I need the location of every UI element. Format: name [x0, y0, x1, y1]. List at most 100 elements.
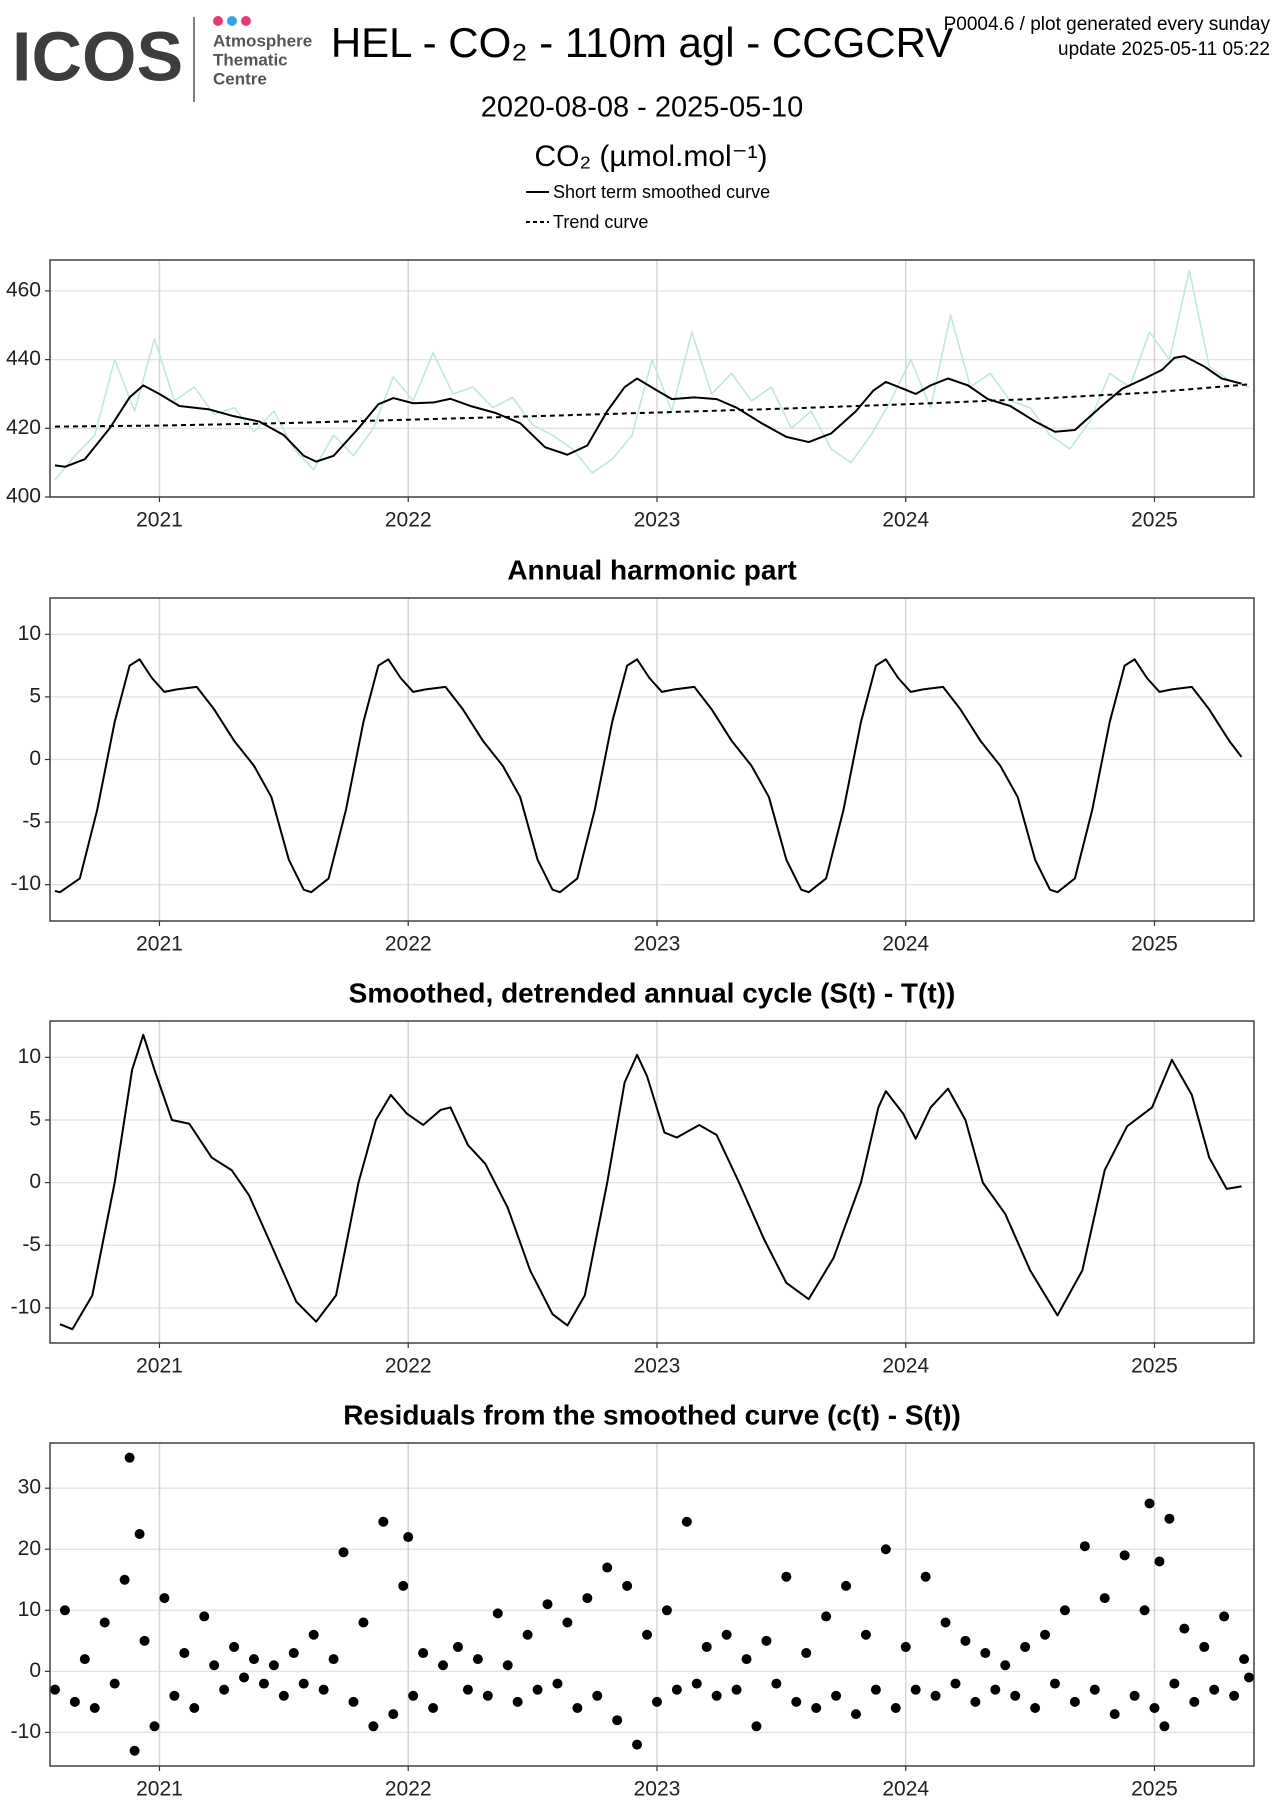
point	[880, 1544, 891, 1555]
point	[308, 1629, 319, 1640]
x-tick-label: 2022	[385, 509, 432, 532]
point	[632, 1739, 643, 1750]
y-tick-label: 460	[6, 278, 41, 301]
x-tick-label: 2025	[1131, 1355, 1178, 1378]
point	[1239, 1654, 1250, 1665]
x-tick-label: 2023	[634, 933, 681, 956]
point	[642, 1629, 653, 1640]
logo: ICOS	[12, 17, 183, 95]
series-line	[54, 383, 1250, 428]
point	[930, 1690, 941, 1701]
point	[671, 1684, 682, 1695]
point	[482, 1690, 493, 1701]
plot-frame	[49, 259, 1255, 498]
point	[1049, 1678, 1060, 1689]
point	[1030, 1702, 1041, 1713]
point	[239, 1672, 250, 1683]
point	[472, 1654, 483, 1665]
point	[1199, 1641, 1210, 1652]
point	[980, 1648, 991, 1659]
point	[189, 1702, 200, 1713]
x-tick-label: 2025	[1131, 933, 1178, 956]
point	[59, 1605, 70, 1616]
point	[1129, 1690, 1140, 1701]
point	[49, 1684, 60, 1695]
plot-frame	[49, 1020, 1255, 1344]
point	[681, 1516, 692, 1527]
point	[890, 1702, 901, 1713]
x-tick-label: 2022	[385, 1355, 432, 1378]
point	[199, 1611, 210, 1622]
x-tick-label: 2022	[385, 933, 432, 956]
point	[612, 1715, 623, 1726]
x-tick-label: 2023	[634, 509, 681, 532]
note: P0004.6 / plot generated every sunday	[944, 14, 1271, 35]
point	[1139, 1605, 1150, 1616]
point	[761, 1635, 772, 1646]
point	[751, 1721, 762, 1732]
logo-dot	[241, 16, 251, 26]
point	[512, 1696, 523, 1707]
series-line	[54, 658, 1243, 894]
x-tick-label: 2024	[882, 1355, 929, 1378]
point	[920, 1571, 931, 1582]
x-tick-label: 2025	[1131, 509, 1178, 532]
point	[522, 1629, 533, 1640]
point	[661, 1605, 672, 1616]
point	[159, 1593, 170, 1604]
point	[1189, 1696, 1200, 1707]
point	[811, 1702, 822, 1713]
plot-background	[50, 260, 1254, 497]
point	[622, 1580, 633, 1591]
point	[582, 1593, 593, 1604]
point	[691, 1678, 702, 1689]
point	[348, 1696, 359, 1707]
point	[219, 1684, 230, 1695]
point	[1069, 1696, 1080, 1707]
y-tick-label: 10	[18, 1598, 41, 1621]
point	[278, 1690, 289, 1701]
point	[1020, 1641, 1031, 1652]
point	[860, 1629, 871, 1640]
y-tick-label: -5	[22, 1233, 41, 1256]
point	[910, 1684, 921, 1695]
point	[850, 1709, 861, 1720]
point	[1010, 1690, 1021, 1701]
point	[129, 1745, 140, 1756]
point	[428, 1702, 439, 1713]
point	[781, 1571, 792, 1582]
x-tick-label: 2024	[882, 509, 929, 532]
x-tick-label: 2024	[882, 1778, 929, 1800]
y-tick-label: -10	[11, 872, 41, 895]
y-tick-label: 440	[6, 347, 41, 370]
logo-dot	[213, 16, 223, 26]
point	[1144, 1498, 1155, 1509]
logo-line: Thematic	[213, 50, 288, 69]
point	[1229, 1690, 1240, 1701]
y-tick-label: 400	[6, 485, 41, 508]
point	[328, 1654, 339, 1665]
panel-title: Smoothed, detrended annual cycle (S(t) -…	[349, 977, 956, 1008]
point	[338, 1547, 349, 1558]
y-tick-label: 0	[29, 1659, 41, 1682]
point	[258, 1678, 269, 1689]
point	[368, 1721, 379, 1732]
point	[1244, 1672, 1255, 1683]
y-tick-label: 5	[29, 1108, 41, 1131]
point	[651, 1696, 662, 1707]
point	[1119, 1550, 1130, 1561]
y-tick-label: 5	[29, 684, 41, 707]
point	[562, 1617, 573, 1628]
point	[1179, 1623, 1190, 1634]
y-tick-label: 0	[29, 747, 41, 770]
point	[502, 1660, 513, 1671]
point	[398, 1580, 409, 1591]
logo-dot	[227, 16, 237, 26]
point	[1219, 1611, 1230, 1622]
point	[1059, 1605, 1070, 1616]
logo-line: Centre	[213, 69, 267, 88]
point	[1079, 1541, 1090, 1552]
point	[990, 1684, 1001, 1695]
point	[821, 1611, 832, 1622]
point	[1159, 1721, 1170, 1732]
